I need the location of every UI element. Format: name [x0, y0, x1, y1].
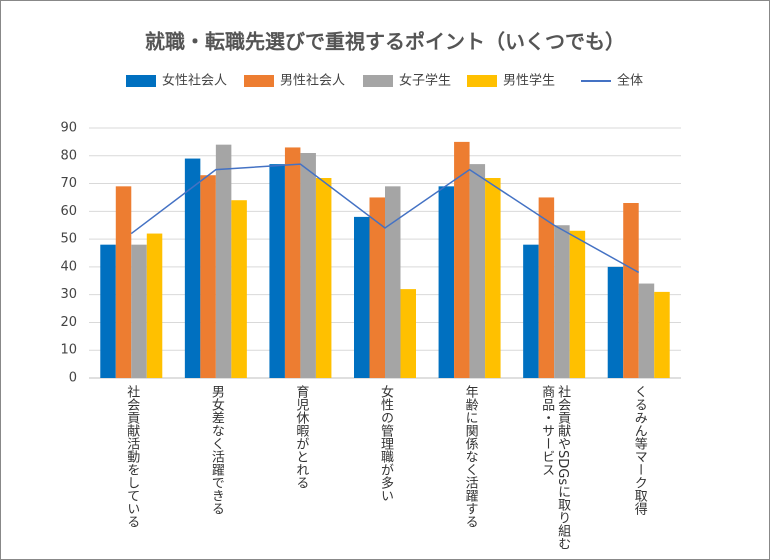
bar: [569, 230, 586, 378]
legend-swatch: [126, 75, 156, 87]
bar: [215, 144, 232, 378]
bar: [369, 197, 385, 378]
bar: [438, 186, 455, 378]
bar: [385, 186, 401, 378]
bar: [523, 244, 539, 378]
y-tick-label: 0: [69, 371, 77, 386]
bar: [115, 186, 132, 378]
bar: [638, 283, 655, 378]
bar: [200, 175, 216, 378]
bar: [554, 225, 570, 378]
y-tick-label: 30: [60, 287, 77, 302]
legend-label: 男性学生: [503, 73, 555, 89]
y-tick-label: 90: [60, 121, 77, 136]
bar: [400, 289, 416, 378]
x-tick-label: 女性の管理職が多い: [378, 385, 393, 502]
bar: [300, 153, 316, 378]
bar: [100, 244, 116, 378]
bar: [269, 164, 285, 378]
y-tick-label: 10: [60, 343, 77, 358]
x-tick-label: 社会貢献やSDGsに取り組む 商品・サービス: [539, 385, 571, 551]
legend-label: 男性社会人: [280, 73, 345, 89]
bar: [623, 203, 639, 378]
bar: [184, 158, 201, 378]
x-tick-label: 年齢に関係なく活躍する: [462, 385, 478, 528]
legend-label: 女性社会人: [162, 73, 227, 89]
bar: [454, 141, 470, 378]
line: [130, 163, 640, 274]
legend-swatch: [467, 75, 497, 87]
legend-swatch: [363, 75, 393, 87]
bar: [146, 233, 163, 378]
bar: [485, 178, 501, 378]
bar: [284, 147, 301, 378]
y-tick-label: 40: [60, 259, 77, 274]
x-tick-label: 男女差なく活躍できる: [208, 385, 224, 515]
y-tick-label: 20: [60, 315, 77, 330]
legend-label: 女子学生: [399, 73, 451, 89]
legend-swatch: [244, 75, 274, 87]
y-tick-label: 60: [60, 204, 77, 219]
x-tick-label: 社会貢献活動をしている: [124, 385, 140, 528]
bar: [131, 244, 147, 378]
bar: [315, 178, 332, 378]
y-tick-label: 50: [60, 232, 77, 247]
legend-label: 全体: [617, 73, 643, 89]
bar: [538, 197, 555, 378]
y-tick-label: 70: [60, 176, 77, 191]
x-tick-label: くるみん等マーク取得: [631, 385, 647, 515]
bar: [231, 200, 247, 378]
bar: [469, 164, 486, 378]
bar: [607, 266, 624, 378]
y-tick-label: 80: [60, 148, 77, 163]
x-tick-label: 育児休暇がとれる: [293, 385, 309, 489]
chart-title: 就職・転職先選びで重視するポイント（いくつでも）: [145, 30, 625, 54]
bar: [354, 216, 370, 378]
bar: [654, 291, 670, 378]
